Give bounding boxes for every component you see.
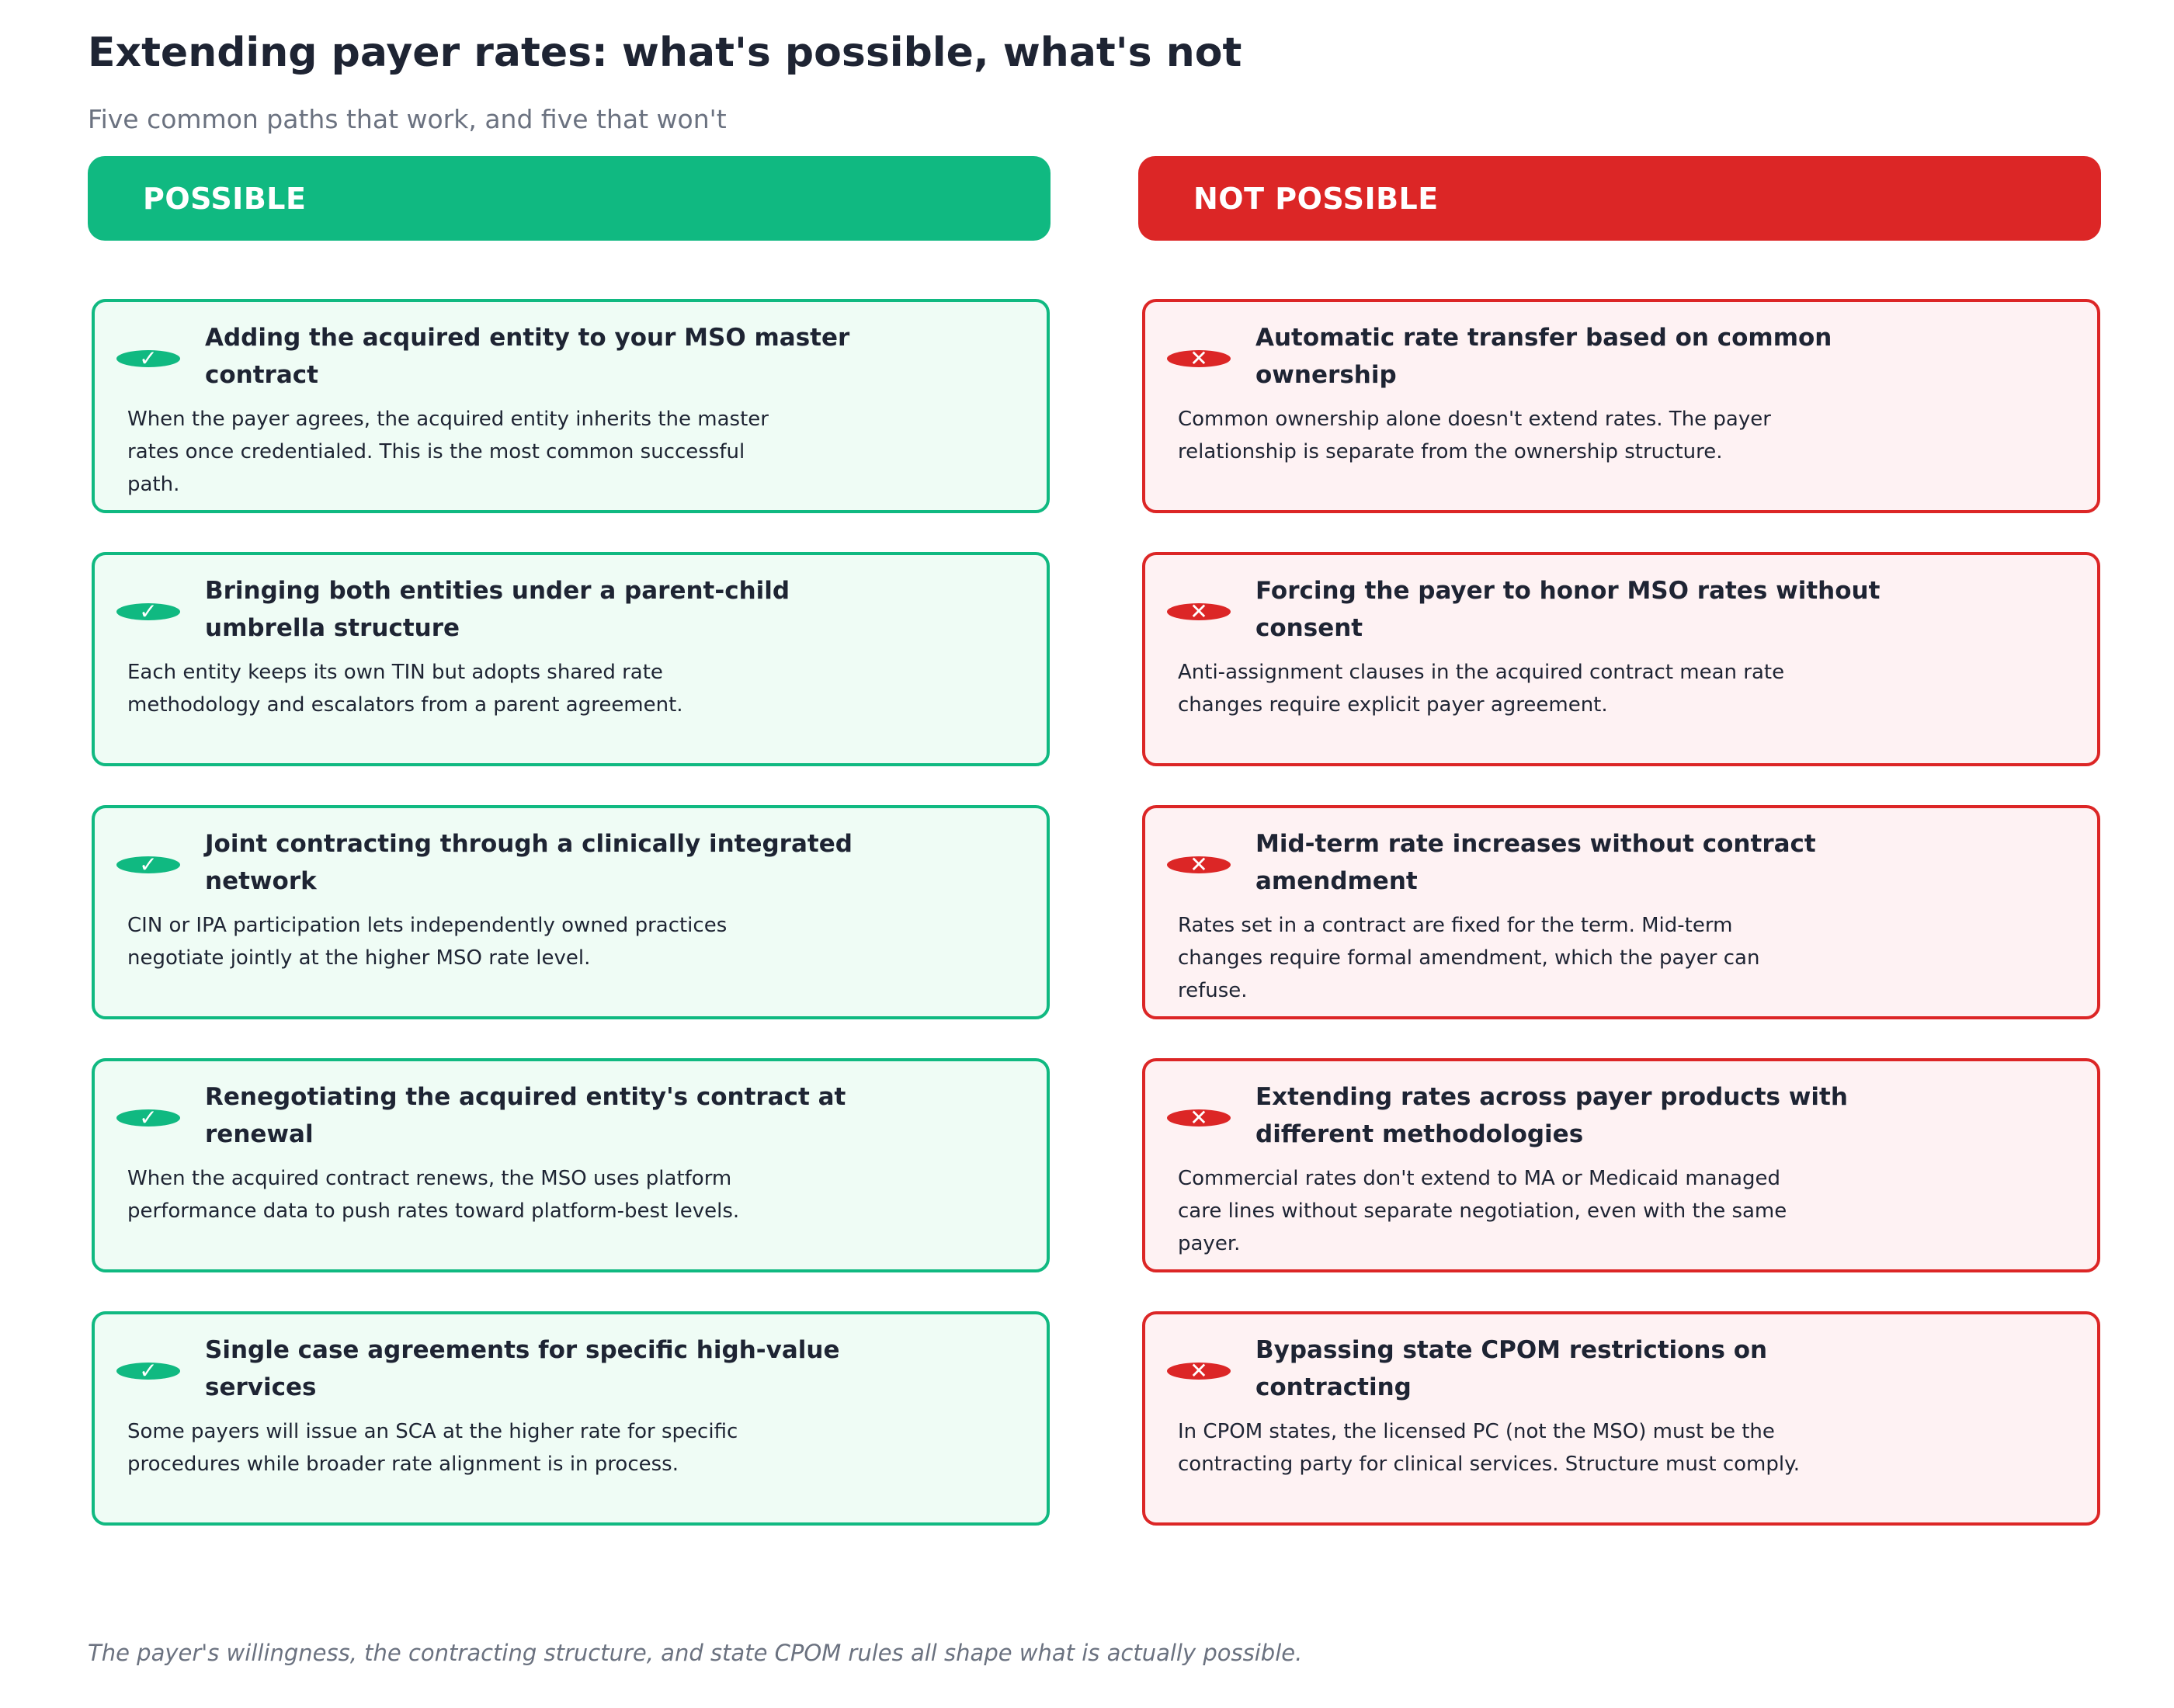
card-title: Bringing both entities under a parent-ch… <box>205 577 790 642</box>
card-description: Rates set in a contract are fixed for th… <box>1178 914 1760 1002</box>
card-description: Anti-assignment clauses in the acquired … <box>1178 661 1785 717</box>
check-icon: ✓ <box>116 1360 180 1382</box>
not-possible-card: ✕ Automatic rate transfer based on commo… <box>1142 299 2100 513</box>
check-icon: ✓ <box>116 854 180 876</box>
check-icon: ✓ <box>116 1107 180 1129</box>
card-title: Bypassing state CPOM restrictions on con… <box>1255 1336 1768 1401</box>
card-title: Automatic rate transfer based on common … <box>1255 324 1832 389</box>
card-description: In CPOM states, the licensed PC (not the… <box>1178 1420 1801 1476</box>
card-description: When the acquired contract renews, the M… <box>127 1167 740 1223</box>
not-possible-card: ✕ Forcing the payer to honor MSO rates w… <box>1142 552 2100 766</box>
not-possible-column: ✕ Automatic rate transfer based on commo… <box>1142 299 2100 1564</box>
not-possible-card: ✕ Mid-term rate increases without contra… <box>1142 805 2100 1019</box>
check-icon: ✓ <box>116 601 180 623</box>
card-title: Mid-term rate increases without contract… <box>1255 830 1816 895</box>
cross-icon: ✕ <box>1167 348 1231 370</box>
not-possible-card: ✕ Bypassing state CPOM restrictions on c… <box>1142 1311 2100 1526</box>
page-title: Extending payer rates: what's possible, … <box>88 30 1242 76</box>
card-description: CIN or IPA participation lets independen… <box>127 914 728 970</box>
card-title: Single case agreements for specific high… <box>205 1336 840 1401</box>
card-description: Common ownership alone doesn't extend ra… <box>1178 408 1771 463</box>
card-title: Adding the acquired entity to your MSO m… <box>205 324 850 389</box>
card-description: Commercial rates don't extend to MA or M… <box>1178 1167 1787 1255</box>
card-title: Forcing the payer to honor MSO rates wit… <box>1255 577 1881 642</box>
card-title: Joint contracting through a clinically i… <box>205 830 853 895</box>
cross-icon: ✕ <box>1167 601 1231 623</box>
cross-icon: ✕ <box>1167 1107 1231 1129</box>
possible-card: ✓ Single case agreements for specific hi… <box>92 1311 1050 1526</box>
possible-column-label: POSSIBLE <box>143 181 307 216</box>
possible-card: ✓ Joint contracting through a clinically… <box>92 805 1050 1019</box>
possible-card: ✓ Renegotiating the acquired entity's co… <box>92 1058 1050 1272</box>
possible-card: ✓ Bringing both entities under a parent-… <box>92 552 1050 766</box>
card-title: Renegotiating the acquired entity's cont… <box>205 1083 846 1148</box>
page-subtitle: Five common paths that work, and five th… <box>88 104 727 134</box>
cross-icon: ✕ <box>1167 854 1231 876</box>
card-description: Some payers will issue an SCA at the hig… <box>127 1420 738 1476</box>
possible-column-header: POSSIBLE <box>88 156 1051 241</box>
not-possible-card: ✕ Extending rates across payer products … <box>1142 1058 2100 1272</box>
not-possible-column-label: NOT POSSIBLE <box>1193 181 1439 216</box>
possible-card: ✓ Adding the acquired entity to your MSO… <box>92 299 1050 513</box>
footnote: The payer's willingness, the contracting… <box>88 1640 1303 1666</box>
card-description: Each entity keeps its own TIN but adopts… <box>127 661 683 717</box>
check-icon: ✓ <box>116 348 180 370</box>
possible-column: ✓ Adding the acquired entity to your MSO… <box>92 299 1050 1564</box>
card-title: Extending rates across payer products wi… <box>1255 1083 1848 1148</box>
cross-icon: ✕ <box>1167 1360 1231 1382</box>
not-possible-column-header: NOT POSSIBLE <box>1138 156 2101 241</box>
card-description: When the payer agrees, the acquired enti… <box>127 408 769 496</box>
